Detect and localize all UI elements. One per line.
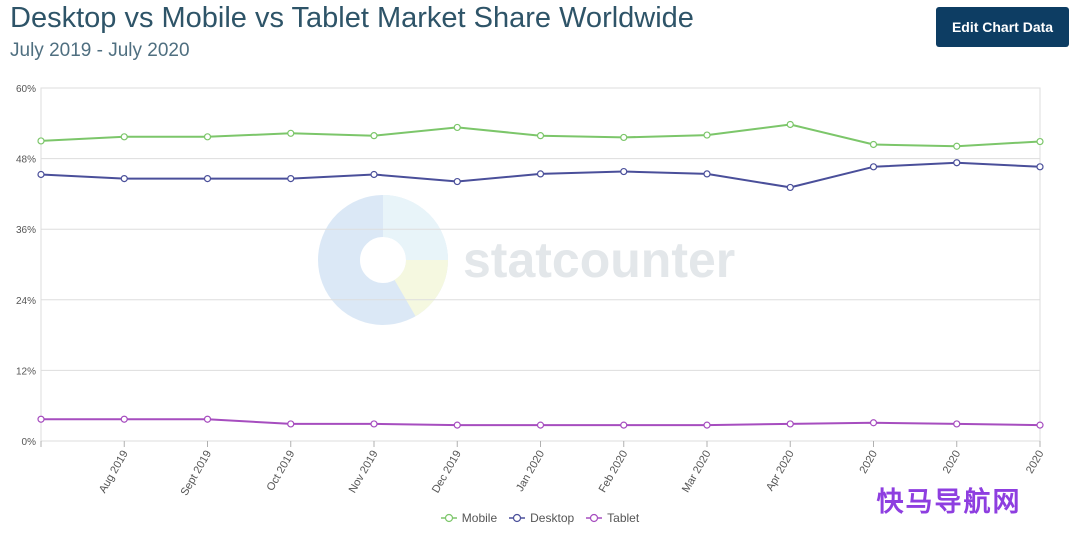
y-tick-label: 24% — [16, 296, 36, 307]
data-point-desktop[interactable] — [786, 183, 794, 192]
data-point-mobile[interactable] — [703, 131, 711, 139]
data-point-desktop[interactable] — [37, 170, 45, 179]
data-point-mobile[interactable] — [953, 142, 961, 150]
data-point-desktop[interactable] — [536, 170, 545, 178]
data-point-tablet[interactable] — [453, 421, 461, 429]
data-point-tablet[interactable] — [953, 420, 961, 428]
x-tick-label: 2020 — [857, 449, 880, 476]
legend-item-mobile[interactable]: Mobile — [440, 508, 498, 528]
x-tick-label: Feb 2020 — [597, 449, 631, 495]
chart-series — [37, 120, 1044, 429]
y-tick-label: 12% — [16, 366, 36, 377]
x-tick-label: Dec 2019 — [430, 449, 464, 496]
chart-subtitle: July 2019 - July 2020 — [10, 40, 190, 61]
data-point-desktop[interactable] — [370, 170, 378, 179]
legend-item-tablet[interactable]: Tablet — [586, 508, 639, 528]
data-point-desktop[interactable] — [453, 177, 461, 186]
series-tablet — [37, 415, 1044, 429]
x-tick-label: Aug 2019 — [97, 449, 131, 496]
data-point-mobile[interactable] — [203, 133, 212, 141]
x-tick-label: Oct 2019 — [265, 449, 298, 494]
data-point-tablet[interactable] — [869, 419, 878, 427]
x-tick-label: 2020 — [941, 449, 964, 476]
data-point-mobile[interactable] — [453, 123, 461, 132]
legend-marker-icon — [509, 513, 526, 523]
statcounter-watermark-text: statcounter — [463, 232, 735, 288]
y-axis: 0% 12% 24% 36% 48% 60% — [16, 84, 36, 448]
data-point-desktop[interactable] — [1036, 163, 1044, 171]
x-tick-label: Jan 2020 — [514, 449, 547, 494]
data-point-tablet[interactable] — [536, 421, 545, 429]
data-point-desktop[interactable] — [620, 167, 628, 176]
y-tick-label: 48% — [16, 155, 36, 166]
series-mobile — [37, 120, 1044, 150]
x-tick-label: Mar 2020 — [680, 449, 714, 495]
data-point-desktop[interactable] — [869, 163, 878, 171]
data-point-mobile[interactable] — [869, 140, 878, 149]
y-tick-label: 36% — [16, 225, 36, 236]
x-tick-label: Sept 2019 — [179, 449, 214, 498]
data-point-tablet[interactable] — [287, 420, 295, 428]
data-point-desktop[interactable] — [203, 175, 212, 183]
data-point-mobile[interactable] — [370, 132, 378, 140]
x-tick-label: 2020 — [1024, 449, 1047, 476]
data-point-tablet[interactable] — [786, 420, 794, 428]
series-desktop — [37, 159, 1044, 192]
data-point-tablet[interactable] — [203, 415, 212, 423]
chart-title: Desktop vs Mobile vs Tablet Market Share… — [10, 2, 694, 34]
site-watermark: 快马导航网 — [842, 478, 1056, 521]
data-point-mobile[interactable] — [37, 137, 45, 145]
data-point-mobile[interactable] — [620, 133, 628, 142]
data-point-mobile[interactable] — [120, 133, 128, 141]
legend-label: Mobile — [461, 511, 498, 525]
data-point-desktop[interactable] — [703, 170, 711, 178]
legend-marker-icon — [440, 513, 457, 523]
data-point-tablet[interactable] — [370, 420, 378, 428]
data-point-desktop[interactable] — [120, 175, 128, 183]
data-point-desktop[interactable] — [953, 159, 961, 167]
y-tick-label: 0% — [22, 437, 37, 448]
data-point-desktop[interactable] — [287, 175, 295, 183]
legend-label: Desktop — [530, 511, 575, 525]
y-tick-label: 60% — [16, 84, 36, 95]
data-point-tablet[interactable] — [1036, 421, 1044, 429]
x-tick-label: Nov 2019 — [347, 449, 381, 496]
edit-chart-data-button[interactable]: Edit Chart Data — [936, 7, 1069, 47]
legend-marker-icon — [586, 513, 603, 523]
legend-item-desktop[interactable]: Desktop — [509, 508, 574, 528]
data-point-mobile[interactable] — [536, 132, 545, 140]
data-point-tablet[interactable] — [120, 415, 128, 423]
x-tick-label: Apr 2020 — [764, 449, 797, 494]
legend-label: Tablet — [607, 511, 640, 525]
chart-legend: Mobile Desktop Tablet — [0, 508, 1080, 528]
data-point-mobile[interactable] — [287, 129, 295, 137]
data-point-tablet[interactable] — [37, 415, 45, 423]
data-point-mobile[interactable] — [786, 120, 794, 129]
data-point-mobile[interactable] — [1036, 137, 1044, 146]
data-point-tablet[interactable] — [703, 421, 711, 429]
data-point-tablet[interactable] — [620, 421, 628, 429]
